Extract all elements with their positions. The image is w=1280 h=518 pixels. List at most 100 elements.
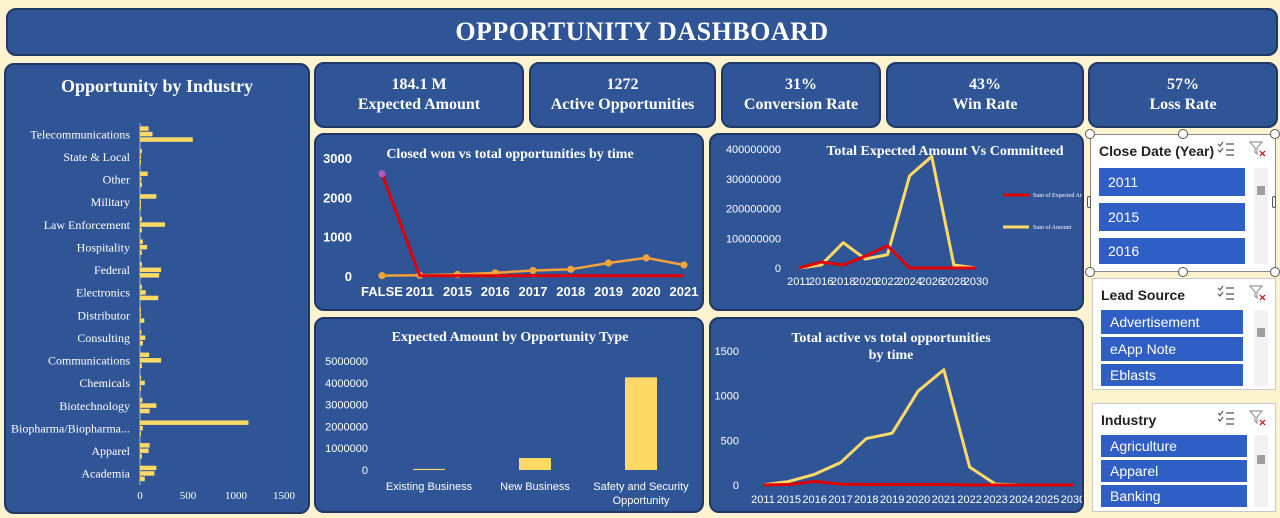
industry-bar <box>140 267 162 273</box>
kpi-expected-amount: 184.1 M Expected Amount <box>314 62 524 128</box>
kpi-label: Conversion Rate <box>743 96 859 113</box>
multi-select-icon[interactable] <box>1217 285 1235 301</box>
industry-bar <box>140 335 146 340</box>
x-tick-label: 2017 <box>828 494 852 506</box>
x-tick-label: 2023 <box>983 494 1007 506</box>
slicer-scrollbar[interactable] <box>1254 310 1268 386</box>
total-opportunities-point <box>680 261 688 269</box>
chart-title: Opportunity by Industry <box>61 76 253 96</box>
y-tick-label: 1500 <box>715 346 739 358</box>
industry-slicer[interactable]: Industry Agriculture Apparel Banking <box>1092 403 1276 512</box>
x-tick-label: 2016 <box>809 276 833 288</box>
slicer-item-advertisement[interactable]: Advertisement <box>1101 310 1243 334</box>
industry-bar <box>140 425 143 431</box>
y-tick-label: 500 <box>721 435 739 447</box>
industry-bar <box>140 199 141 205</box>
kpi-loss-rate: 57% Loss Rate <box>1088 62 1278 128</box>
page-title: OPPORTUNITY DASHBOARD <box>6 8 1278 56</box>
industry-bar <box>140 239 143 244</box>
resize-handle[interactable] <box>1085 267 1095 277</box>
resize-handle[interactable] <box>1272 196 1276 208</box>
industry-bar <box>140 227 142 233</box>
kpi-value: 31% <box>785 76 817 93</box>
x-tick-label: 2025 <box>1035 494 1059 506</box>
industry-bar <box>140 273 160 278</box>
closed-won-chart-panel: Closed won vs total opportunities by tim… <box>314 133 704 311</box>
x-tick-label: 2021 <box>932 494 956 506</box>
x-tick-label: 2028 <box>942 276 966 288</box>
category-label: Biopharma/Biopharma... <box>11 421 130 435</box>
multi-select-icon[interactable] <box>1217 410 1235 426</box>
active-vs-total-line-chart: Total active vs total opportunities by ti… <box>715 331 1082 506</box>
close-date-slicer[interactable]: Close Date (Year) 2011 2015 2016 <box>1090 134 1276 272</box>
kpi-conversion-rate: 31% Conversion Rate <box>721 62 881 128</box>
category-label: Apparel <box>91 444 130 458</box>
slicer-item-eblasts[interactable]: Eblasts <box>1101 364 1243 386</box>
category-label: Distributor <box>77 308 130 322</box>
slicer-scrollbar[interactable] <box>1254 435 1268 507</box>
industry-bar <box>140 177 142 182</box>
resize-handle[interactable] <box>1270 129 1280 139</box>
total-opportunities-point <box>529 266 537 275</box>
clear-filter-icon[interactable] <box>1249 285 1267 301</box>
slicer-item-2015[interactable]: 2015 <box>1099 203 1245 231</box>
slicer-item-2011[interactable]: 2011 <box>1099 168 1245 196</box>
slicer-item-2016[interactable]: 2016 <box>1099 238 1245 264</box>
multi-select-icon[interactable] <box>1217 141 1235 157</box>
slicer-scrollbar[interactable] <box>1254 168 1268 264</box>
resize-handle[interactable] <box>1087 196 1091 208</box>
lead-source-slicer[interactable]: Lead Source Advertisement eApp Note Ebla… <box>1092 278 1276 390</box>
y-tick-label: 5000000 <box>325 356 368 368</box>
industry-bar <box>140 471 155 476</box>
resize-handle[interactable] <box>1178 267 1188 277</box>
category-label: Academia <box>81 467 130 481</box>
industry-bar <box>140 137 193 142</box>
y-tick-label: 300000000 <box>726 174 781 186</box>
slicer-item-banking[interactable]: Banking <box>1101 485 1247 507</box>
chart-title: Expected Amount by Opportunity Type <box>392 330 629 345</box>
industry-bar <box>140 420 249 425</box>
x-tick-label: 2020 <box>632 284 661 299</box>
industry-bar <box>140 340 143 346</box>
resize-handle[interactable] <box>1270 267 1280 277</box>
kpi-active-opportunities: 1272 Active Opportunities <box>529 62 716 128</box>
clear-filter-icon[interactable] <box>1249 141 1267 157</box>
chart-title: Total Expected Amount Vs Committeed <box>826 144 1063 159</box>
industry-bar <box>140 465 157 471</box>
resize-handle[interactable] <box>1178 129 1188 139</box>
y-tick-label: 1000 <box>323 230 352 245</box>
category-label: Communications <box>48 354 130 368</box>
industry-bar <box>140 182 142 188</box>
industry-bar <box>140 194 157 199</box>
x-tick-label: 1500 <box>273 490 296 502</box>
opportunity-type-bar <box>625 377 657 470</box>
y-tick-label: 4000000 <box>325 378 368 390</box>
x-tick-label: 0 <box>137 490 143 502</box>
category-label: Law Enforcement <box>44 218 131 232</box>
y-tick-label: 0 <box>733 480 739 492</box>
slicer-item-apparel[interactable]: Apparel <box>1101 460 1247 482</box>
x-tick-label: 500 <box>180 490 197 502</box>
category-label: State & Local <box>63 150 130 164</box>
industry-bar <box>140 443 150 448</box>
industry-bar <box>140 454 142 459</box>
industry-bar <box>140 431 141 436</box>
x-tick-label: Opportunity <box>613 495 670 507</box>
industry-bar <box>140 148 142 154</box>
closed-won-line <box>380 173 684 278</box>
resize-handle[interactable] <box>1085 129 1095 139</box>
x-tick-label: 2017 <box>519 284 548 299</box>
category-label: Electronics <box>76 286 130 300</box>
y-tick-label: 400000000 <box>726 144 781 156</box>
slicer-item-eapp-note[interactable]: eApp Note <box>1101 337 1243 361</box>
x-tick-label: 2021 <box>670 284 699 299</box>
x-tick-label: 2024 <box>897 276 921 288</box>
x-tick-label: 2020 <box>906 494 930 506</box>
x-tick-label: 1000 <box>225 490 248 502</box>
industry-bar <box>140 262 142 267</box>
industry-bar <box>140 295 159 301</box>
industry-bar <box>140 397 143 403</box>
clear-filter-icon[interactable] <box>1249 410 1267 426</box>
x-tick-label: 2011 <box>406 284 434 299</box>
slicer-item-agriculture[interactable]: Agriculture <box>1101 435 1247 457</box>
